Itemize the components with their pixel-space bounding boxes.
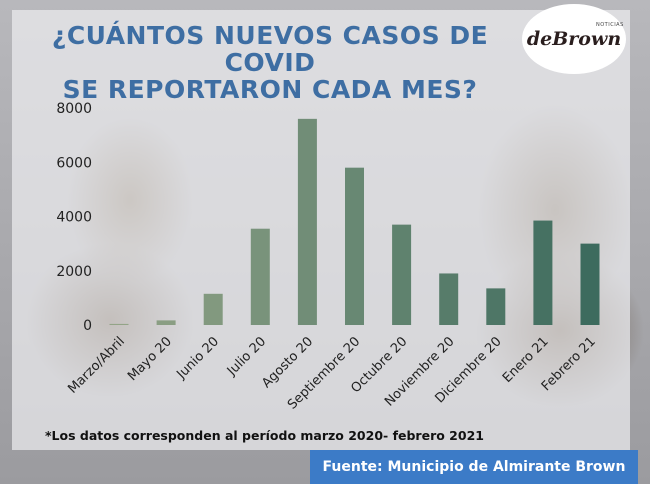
bar-mayo-20	[156, 320, 176, 325]
bar-enero-21	[533, 220, 553, 325]
x-tick-label: Marzo/Abril	[65, 334, 128, 397]
brand-logo: NOTICIAS deBrown	[522, 4, 626, 74]
x-tick-label: Junio 20	[174, 334, 222, 382]
bar-noviembre-20	[439, 273, 459, 325]
x-tick-label: Mayo 20	[125, 334, 175, 384]
y-tick-label: 8000	[56, 101, 92, 117]
source-box: Fuente: Municipio de Almirante Brown	[310, 450, 638, 484]
title-line-2: SE REPORTARON CADA MES?	[62, 75, 478, 104]
y-tick-label: 4000	[56, 210, 92, 226]
chart-panel	[12, 10, 630, 450]
x-tick-label: Julio 20	[224, 334, 269, 379]
y-tick-label: 0	[83, 318, 92, 334]
logo-small-text: NOTICIAS	[596, 22, 624, 28]
title-line-1: ¿CUÁNTOS NUEVOS CASOS DE COVID	[51, 21, 489, 77]
bar-julio-20	[250, 228, 270, 325]
bar-septiembre-20	[345, 167, 364, 325]
bar-diciembre-20	[486, 288, 506, 325]
y-tick-label: 2000	[56, 264, 92, 280]
bar-marzo-abril	[109, 323, 129, 325]
footnote: *Los datos corresponden al período marzo…	[45, 428, 484, 443]
bar-junio-20	[203, 293, 223, 325]
bar-agosto-20	[297, 118, 317, 325]
y-tick-label: 6000	[56, 155, 92, 171]
chart-title: ¿CUÁNTOS NUEVOS CASOS DE COVID SE REPORT…	[30, 22, 510, 103]
bar-febrero-21	[580, 243, 600, 325]
logo-text: deBrown	[526, 28, 622, 50]
bar-octubre-20	[392, 224, 412, 325]
